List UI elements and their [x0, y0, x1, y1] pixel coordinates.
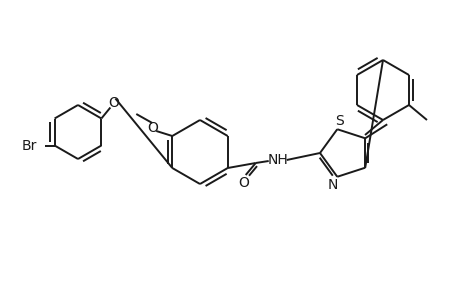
Text: S: S [334, 114, 343, 128]
Text: O: O [238, 176, 249, 190]
Text: NH: NH [267, 153, 287, 167]
Text: O: O [108, 95, 118, 110]
Text: Br: Br [21, 139, 37, 152]
Text: N: N [327, 178, 338, 192]
Text: O: O [146, 121, 157, 135]
